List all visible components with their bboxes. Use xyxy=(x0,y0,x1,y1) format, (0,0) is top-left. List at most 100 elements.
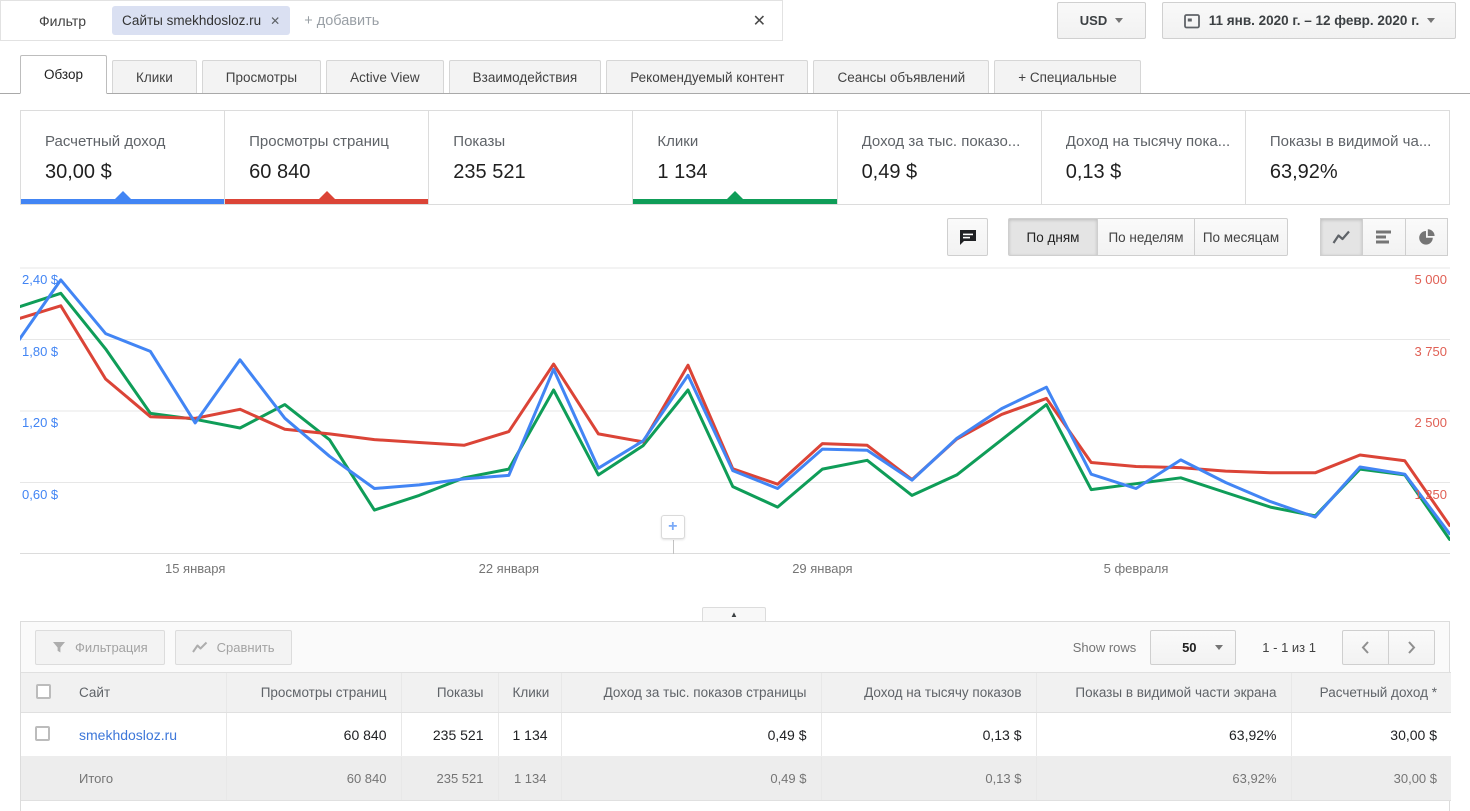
funnel-icon xyxy=(52,641,66,654)
chevron-down-icon xyxy=(1427,18,1436,23)
metric-card-page-rpm[interactable]: Доход за тыс. показо... 0,49 $ xyxy=(836,110,1042,205)
metric-card-page-views[interactable]: Просмотры страниц 60 840 xyxy=(224,110,430,205)
left-axis-tick-label: 0,60 $ xyxy=(22,486,59,502)
tab-add-custom[interactable]: + Специальные xyxy=(994,60,1141,93)
collapse-chart-handle[interactable]: ▲ xyxy=(702,607,766,622)
tab-ad-sessions[interactable]: Сеансы объявлений xyxy=(813,60,990,93)
granularity-by-week[interactable]: По неделям xyxy=(1097,218,1195,256)
select-all-header[interactable] xyxy=(21,672,65,713)
filter-add-input[interactable] xyxy=(304,12,753,29)
table-toolbar: Фильтрация Сравнить Show rows 50 1 - 1 и… xyxy=(21,622,1449,672)
metric-label: Клики xyxy=(657,133,699,150)
totals-row: Итого 60 840 235 521 1 134 0,49 $ 0,13 $… xyxy=(21,756,1451,801)
cell-estimated-earnings: 30,00 $ xyxy=(1290,712,1451,757)
rows-per-page-value: 50 xyxy=(1182,639,1197,655)
column-header-viewability[interactable]: Показы в видимой части экрана xyxy=(1035,672,1291,713)
totals-label: Итого xyxy=(65,756,226,801)
next-page-button[interactable] xyxy=(1388,629,1435,665)
pagination-controls xyxy=(1342,629,1435,665)
filter-clear-icon[interactable]: ✕ xyxy=(752,12,766,30)
metric-card-viewability[interactable]: Показы в видимой ча... 63,92% xyxy=(1244,110,1450,205)
x-axis-tick-label: 29 января xyxy=(792,561,853,576)
x-axis-tick-label: 15 января xyxy=(164,561,226,576)
right-axis-tick-label: 5 000 xyxy=(1414,272,1447,287)
filter-button[interactable]: Фильтрация xyxy=(35,629,165,665)
tab-active-view[interactable]: Active View xyxy=(326,60,444,93)
column-header-page-views[interactable]: Просмотры страниц xyxy=(225,672,401,713)
table-row[interactable]: smekhdosloz.ru 60 840 235 521 1 134 0,49… xyxy=(21,712,1451,757)
column-header-site[interactable]: Сайт xyxy=(65,672,226,713)
metric-card-clicks[interactable]: Клики 1 134 xyxy=(632,110,838,205)
comment-icon xyxy=(958,228,978,247)
bar-chart-icon[interactable] xyxy=(1362,218,1406,256)
x-axis-tick-label: 5 февраля xyxy=(1103,561,1169,576)
row-select-cell xyxy=(21,712,65,757)
right-axis-tick-label: 3 750 xyxy=(1414,343,1447,359)
totals-impressions: 235 521 xyxy=(400,756,498,801)
chevron-down-icon xyxy=(1215,644,1224,650)
compare-chart-icon xyxy=(191,641,208,654)
metric-card-impressions[interactable]: Показы 235 521 xyxy=(428,110,634,205)
granularity-by-month[interactable]: По месяцам xyxy=(1194,218,1288,256)
tab-recommended-content[interactable]: Рекомендуемый контент xyxy=(606,60,809,93)
column-header-impressions[interactable]: Показы xyxy=(400,672,498,713)
cell-page-rpm: 0,49 $ xyxy=(560,712,821,757)
pagination-range: 1 - 1 из 1 xyxy=(1262,639,1316,655)
right-axis-tick-label: 2 500 xyxy=(1414,415,1447,430)
metric-label: Просмотры страниц xyxy=(249,133,389,150)
tab-clicks[interactable]: Клики xyxy=(112,60,197,93)
tab-overview[interactable]: Обзор xyxy=(20,55,107,94)
totals-empty-cell xyxy=(21,756,65,801)
annotations-button[interactable] xyxy=(947,218,988,256)
site-link[interactable]: smekhdosloz.ru xyxy=(79,726,178,743)
metric-cards-row: Расчетный доход 30,00 $ Просмотры страни… xyxy=(20,110,1450,205)
metric-accent-underline xyxy=(21,199,225,204)
column-header-impression-rpm[interactable]: Доход на тысячу показов xyxy=(820,672,1036,713)
rows-per-page-select[interactable]: 50 xyxy=(1150,629,1237,665)
metric-value: 63,92% xyxy=(1269,161,1338,183)
metric-value: 1 134 xyxy=(657,161,708,183)
column-header-estimated-earnings[interactable]: Расчетный доход * xyxy=(1290,672,1451,713)
filter-chip-text: Сайты smekhdosloz.ru xyxy=(122,13,262,28)
performance-chart: 2,40 $ 1,80 $ 1,20 $ 0,60 $ 5 000 3 750 2 500 1… xyxy=(20,264,1450,594)
left-axis-tick-label: 1,80 $ xyxy=(22,343,59,359)
line-chart-icon[interactable] xyxy=(1320,218,1364,256)
report-tabs: Обзор Клики Просмотры Active View Взаимо… xyxy=(0,55,1470,94)
metric-card-impression-rpm[interactable]: Доход на тысячу пока... 0,13 $ xyxy=(1040,110,1246,205)
metric-label: Расчетный доход xyxy=(45,133,166,150)
compare-button-label: Сравнить xyxy=(216,639,275,655)
filter-chip-sites[interactable]: Сайты smekhdosloz.ru ✕ xyxy=(112,6,291,35)
report-table-card: Фильтрация Сравнить Show rows 50 1 - 1 и… xyxy=(20,621,1451,811)
currency-selector[interactable]: USD xyxy=(1057,2,1146,39)
chart-plot-area xyxy=(20,267,1450,554)
metric-label: Доход на тысячу пока... xyxy=(1065,133,1231,150)
column-header-clicks[interactable]: Клики xyxy=(497,672,561,713)
chart-labels-layer: 2,40 $ 1,80 $ 1,20 $ 0,60 $ 5 000 3 750 2 500 1… xyxy=(20,264,1450,594)
cell-clicks: 1 134 xyxy=(497,712,561,757)
metric-card-estimated-earnings[interactable]: Расчетный доход 30,00 $ xyxy=(20,110,226,205)
sites-report-table: Сайт Просмотры страниц Показы Клики Дохо… xyxy=(21,672,1451,801)
compare-button[interactable]: Сравнить xyxy=(174,629,292,665)
filter-bar: Фильтр Сайты smekhdosloz.ru ✕ ✕ xyxy=(0,0,783,41)
chart-type-toggle xyxy=(1320,218,1448,256)
metric-value: 0,13 $ xyxy=(1065,161,1122,183)
tab-interactions[interactable]: Взаимодействия xyxy=(448,60,602,93)
metric-label: Доход за тыс. показо... xyxy=(861,133,1021,150)
column-header-page-rpm[interactable]: Доход за тыс. показов страницы xyxy=(560,672,821,713)
pie-chart-icon[interactable] xyxy=(1404,218,1448,256)
tab-views[interactable]: Просмотры xyxy=(201,60,322,93)
date-range-picker[interactable]: 11 янв. 2020 г. – 12 февр. 2020 г. xyxy=(1162,2,1456,39)
previous-page-button[interactable] xyxy=(1342,629,1389,665)
table-header-row: Сайт Просмотры страниц Показы Клики Дохо… xyxy=(21,672,1451,713)
select-all-checkbox[interactable] xyxy=(35,683,51,699)
x-axis-tick-label: 22 января xyxy=(478,561,539,576)
chip-remove-icon[interactable]: ✕ xyxy=(270,13,281,28)
cell-impressions: 235 521 xyxy=(400,712,498,757)
left-axis-tick-label: 1,20 $ xyxy=(22,415,59,430)
granularity-by-day[interactable]: По дням xyxy=(1008,218,1098,256)
left-axis-tick-label: 2,40 $ xyxy=(22,272,59,288)
row-checkbox[interactable] xyxy=(35,725,50,741)
add-annotation-button[interactable]: + xyxy=(660,515,685,539)
currency-value: USD xyxy=(1079,13,1108,28)
